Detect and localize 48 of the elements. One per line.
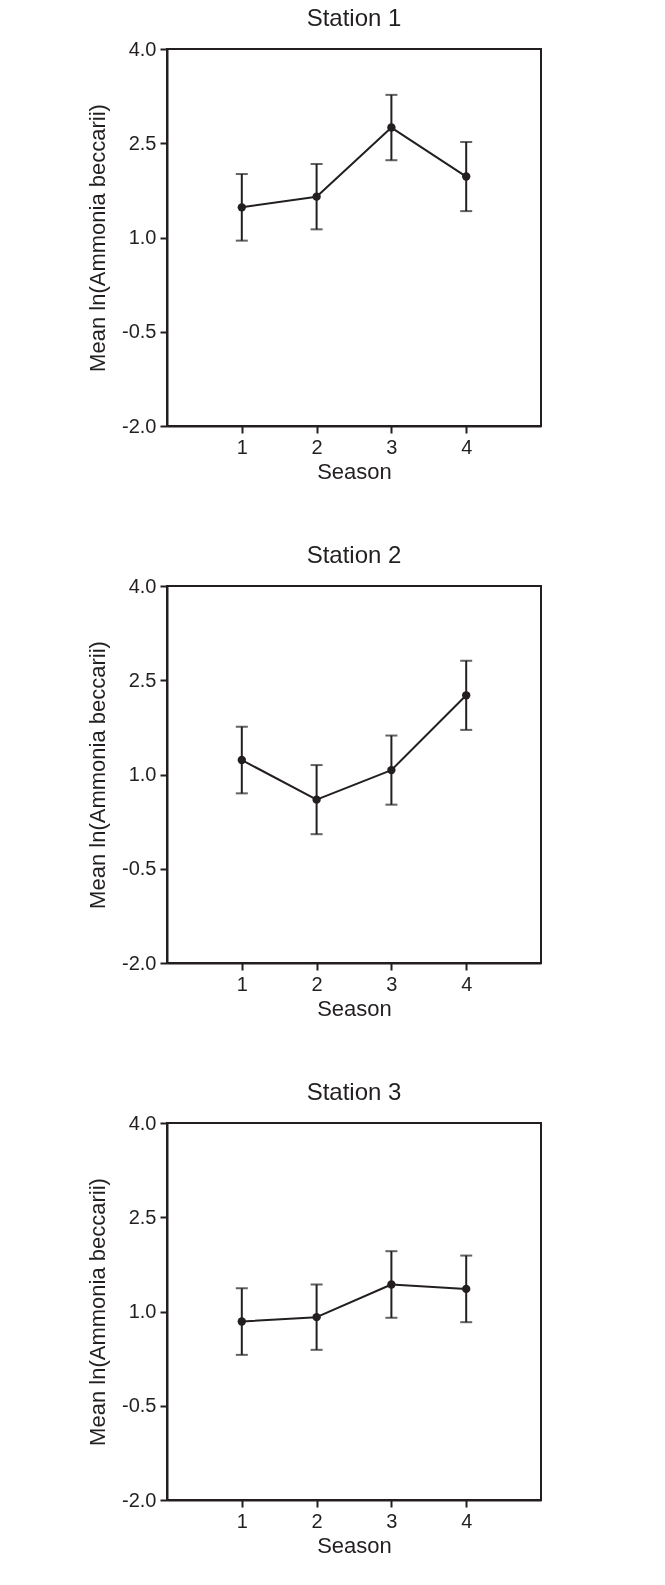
x-tick-label: 1 [236,1509,248,1532]
y-tick-label: -2.0 [122,1488,157,1511]
y-tick-label: 1.0 [128,1300,157,1322]
x-axis-title: Season [317,995,392,1021]
x-axis-title: Season [317,1532,392,1558]
point [387,1280,396,1289]
chart-title: Station 1 [306,4,402,31]
y-tick-label: 2.5 [128,1205,157,1228]
y-tick-label: 2.5 [128,131,157,154]
point [312,1312,321,1322]
x-axis-title: Season [317,458,392,484]
point [387,765,396,775]
chart-title: Station 3 [306,1078,402,1105]
y-tick-label: 4.0 [128,1111,157,1134]
x-tick-label: 2 [311,1509,323,1532]
point [237,755,246,765]
y-tick-label: -0.5 [122,1394,157,1417]
y-axis-title: Mean ln(Ammonia beccarii) [85,104,111,372]
point [237,203,246,212]
point [237,1317,246,1326]
y-tick-label: 4.0 [128,574,157,597]
x-tick-label: 1 [236,435,248,458]
x-tick-label: 3 [386,435,398,458]
y-tick-label: -2.0 [122,414,157,437]
point [462,172,471,181]
x-tick-label: 3 [386,1509,398,1532]
point [312,795,321,804]
y-tick-label: -0.5 [122,857,157,880]
chart-title: Station 2 [306,541,402,568]
point [312,192,321,201]
x-tick-label: 4 [461,972,473,995]
y-tick-label: 1.0 [128,226,157,248]
x-tick-label: 1 [236,972,248,995]
y-tick-label: 4.0 [128,37,157,60]
point [462,691,471,700]
x-tick-label: 4 [461,435,473,458]
point [387,123,396,132]
y-tick-label: 2.5 [128,668,157,691]
y-axis-title: Mean ln(Ammonia beccarii) [85,1178,111,1446]
x-tick-label: 3 [386,972,398,995]
x-tick-label: 4 [461,1509,473,1532]
y-tick-label: -2.0 [122,951,157,974]
y-tick-label: -0.5 [122,320,157,343]
x-tick-label: 2 [311,435,323,458]
y-tick-label: 1.0 [128,763,157,785]
x-tick-label: 2 [311,972,323,995]
y-axis-title: Mean ln(Ammonia beccarii) [85,641,111,909]
point [462,1284,471,1294]
